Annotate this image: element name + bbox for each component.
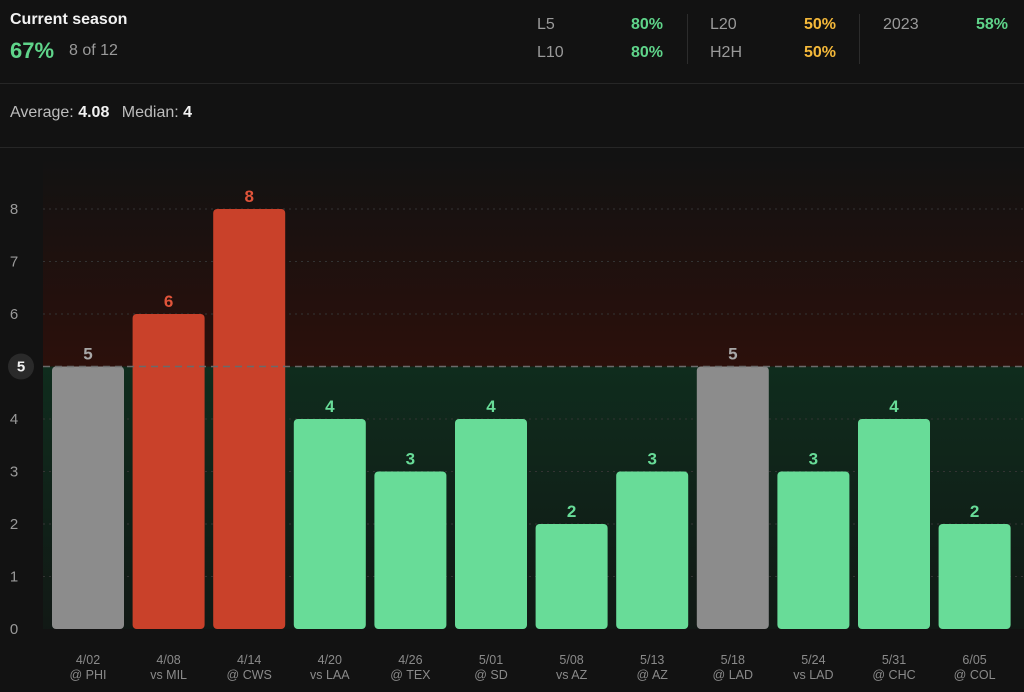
season-hit-count: 8 of 12 xyxy=(69,42,118,59)
median-label: Median: xyxy=(121,104,179,121)
average-value: 4.08 xyxy=(78,104,110,121)
x-tick-opponent: @ PHI xyxy=(70,668,107,682)
season-title: Current season xyxy=(10,11,128,28)
y-tick-label: 6 xyxy=(10,306,18,323)
season-hit-rate: 67% xyxy=(10,38,55,63)
stat-value-l20: 50% xyxy=(803,16,836,33)
x-tick-opponent: vs AZ xyxy=(556,668,588,682)
stat-value-2023: 58% xyxy=(975,16,1008,33)
x-tick-date: 4/20 xyxy=(318,653,342,667)
x-tick-opponent: @ LAD xyxy=(713,668,753,682)
median-value: 4 xyxy=(183,104,193,121)
x-tick-date: 4/26 xyxy=(398,653,422,667)
x-tick-date: 6/05 xyxy=(962,653,986,667)
bar xyxy=(938,524,1011,629)
bar xyxy=(132,314,205,629)
x-tick-opponent: @ TEX xyxy=(390,668,431,682)
stat-label-l20: L20 xyxy=(710,16,737,33)
x-tick-opponent: @ CWS xyxy=(227,668,272,682)
bar-value-label: 4 xyxy=(486,397,496,416)
bar-value-label: 3 xyxy=(406,450,415,469)
bar xyxy=(52,366,124,629)
bar-value-label: 5 xyxy=(728,345,737,364)
bar xyxy=(858,419,930,629)
x-tick-opponent: vs LAA xyxy=(310,668,350,682)
bar xyxy=(696,366,769,629)
x-tick-opponent: @ SD xyxy=(474,668,508,682)
x-tick-date: 4/08 xyxy=(156,653,180,667)
y-tick-label: 1 xyxy=(10,569,18,586)
x-tick-date: 5/01 xyxy=(479,653,503,667)
y-tick-label: 8 xyxy=(10,201,18,218)
stats-divider xyxy=(687,14,688,64)
bar xyxy=(293,419,366,629)
stat-label-h2h: H2H xyxy=(710,44,743,61)
bar-value-label: 3 xyxy=(809,450,818,469)
header-divider xyxy=(0,83,1024,84)
x-tick-date: 5/13 xyxy=(640,653,664,667)
y-tick-label: 4 xyxy=(10,411,18,428)
bar-value-label: 5 xyxy=(83,345,92,364)
bar-value-label: 4 xyxy=(325,397,335,416)
bar-value-label: 4 xyxy=(889,397,899,416)
stat-value-h2h: 50% xyxy=(803,44,836,61)
bar xyxy=(535,524,608,629)
y-tick-label: 3 xyxy=(10,464,18,481)
stat-label-l10: L10 xyxy=(537,44,564,61)
summary-row: Average: 4.08 Median: 4 xyxy=(10,104,192,122)
x-tick-date: 5/08 xyxy=(559,653,583,667)
bar xyxy=(455,419,527,629)
x-tick-opponent: @ CHC xyxy=(872,668,915,682)
bar-value-label: 8 xyxy=(244,187,253,206)
y-tick-label: 0 xyxy=(10,621,18,638)
bar-value-label: 2 xyxy=(567,502,576,521)
x-tick-opponent: @ COL xyxy=(954,668,996,682)
x-tick-opponent: vs MIL xyxy=(150,668,187,682)
x-tick-date: 4/14 xyxy=(237,653,261,667)
x-tick-opponent: @ AZ xyxy=(636,668,668,682)
stat-label-2023: 2023 xyxy=(883,16,919,33)
y-tick-label: 5 xyxy=(17,359,25,376)
bar xyxy=(374,471,447,629)
x-tick-date: 4/02 xyxy=(76,653,100,667)
bar-value-label: 3 xyxy=(647,450,656,469)
x-tick-date: 5/18 xyxy=(721,653,745,667)
x-tick-date: 5/24 xyxy=(801,653,825,667)
stat-value-l5: 80% xyxy=(630,16,663,33)
y-tick-label: 7 xyxy=(10,254,18,271)
y-tick-label: 2 xyxy=(10,516,18,533)
average-label: Average: xyxy=(10,104,74,121)
bar xyxy=(616,471,689,629)
bar-value-label: 6 xyxy=(164,292,173,311)
bar-value-label: 2 xyxy=(970,502,979,521)
stat-label-l5: L5 xyxy=(537,16,555,33)
bar xyxy=(213,209,286,629)
summary-divider xyxy=(0,147,1024,148)
stats-divider xyxy=(859,14,860,64)
stat-value-l10: 80% xyxy=(630,44,663,61)
bar xyxy=(777,471,850,629)
x-tick-date: 5/31 xyxy=(882,653,906,667)
line-marker xyxy=(8,353,34,380)
x-tick-opponent: vs LAD xyxy=(793,668,833,682)
